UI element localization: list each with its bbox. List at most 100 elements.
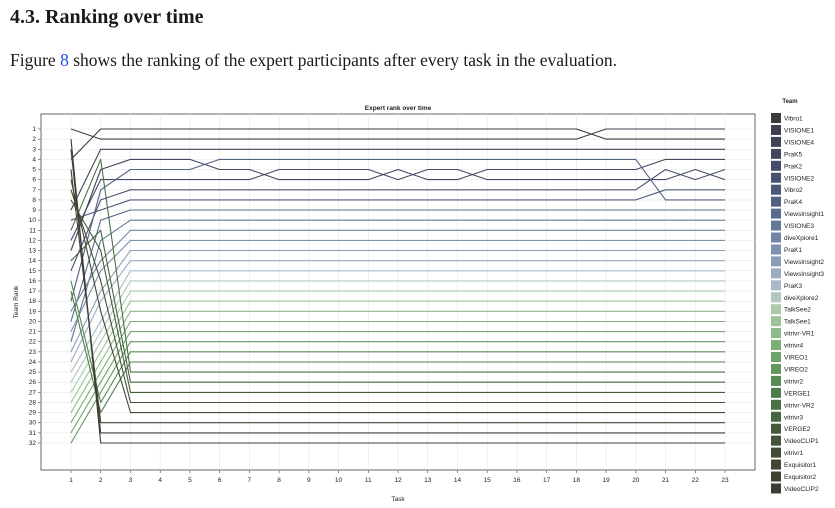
y-tick-label: 2 xyxy=(32,136,36,143)
y-tick-label: 22 xyxy=(29,339,37,346)
x-tick-label: 4 xyxy=(158,477,162,484)
legend-title: Team xyxy=(782,99,797,105)
legend-swatch xyxy=(771,304,781,315)
chart-series-group xyxy=(70,128,726,444)
series-line-vitrivr-vr1 xyxy=(70,310,725,413)
legend-swatch xyxy=(771,375,781,386)
x-tick-label: 12 xyxy=(394,477,402,484)
series-line-prak4 xyxy=(70,158,725,302)
series-line-vibro2 xyxy=(70,189,725,221)
x-tick-label: 17 xyxy=(543,477,551,484)
legend-label: Exquisitor1 xyxy=(784,462,817,469)
x-tick-label: 22 xyxy=(692,477,700,484)
legend-swatch xyxy=(771,148,781,159)
y-tick-label: 31 xyxy=(29,430,37,437)
series-line-visione4 xyxy=(70,148,725,211)
series-line-vibro1 xyxy=(70,128,725,160)
section-paragraph: Figure 8 shows the ranking of the expert… xyxy=(10,50,617,71)
legend-swatch xyxy=(771,471,781,482)
series-line-verge2 xyxy=(70,199,725,393)
x-tick-label: 6 xyxy=(218,477,222,484)
legend-swatch xyxy=(771,387,781,398)
series-line-visione3 xyxy=(70,219,725,342)
y-tick-label: 32 xyxy=(29,440,37,447)
legend-label: Exquisitor2 xyxy=(784,474,817,481)
legend-swatch xyxy=(771,399,781,410)
y-tick-label: 26 xyxy=(29,379,37,386)
x-tick-label: 18 xyxy=(573,477,581,484)
legend-swatch xyxy=(771,244,781,255)
legend-label: VERGE1 xyxy=(784,390,811,397)
y-tick-label: 5 xyxy=(32,167,36,174)
legend-label: ViewsInsight2 xyxy=(784,259,824,266)
legend-swatch xyxy=(771,340,781,351)
y-tick-label: 29 xyxy=(29,410,37,417)
x-tick-label: 11 xyxy=(365,477,372,484)
y-tick-label: 9 xyxy=(32,207,36,214)
legend-label: diveXplore2 xyxy=(784,295,819,302)
y-tick-label: 30 xyxy=(29,420,37,427)
legend-label: vitrivr1 xyxy=(784,450,804,457)
legend-swatch xyxy=(771,316,781,327)
x-tick-label: 14 xyxy=(454,477,462,484)
y-tick-label: 24 xyxy=(29,359,37,366)
series-line-prak3 xyxy=(70,270,725,373)
y-tick-label: 11 xyxy=(29,227,36,234)
x-tick-label: 21 xyxy=(662,477,670,484)
series-line-vitrivr2 xyxy=(70,280,725,404)
legend-swatch xyxy=(771,435,781,446)
legend-swatch xyxy=(771,423,781,434)
legend-label: VISIONE1 xyxy=(784,127,814,134)
legend-label: PraK5 xyxy=(784,151,802,158)
series-line-videoclip2 xyxy=(70,139,725,444)
y-tick-label: 23 xyxy=(29,349,37,356)
rank-chart-figure: 1234567891011121314151617181920212223242… xyxy=(13,99,824,503)
x-tick-label: 5 xyxy=(188,477,192,484)
legend-label: PraK3 xyxy=(784,283,802,290)
legend-swatch xyxy=(771,232,781,243)
y-tick-label: 18 xyxy=(29,298,37,305)
x-tick-label: 2 xyxy=(99,477,103,484)
legend-swatch xyxy=(771,160,781,171)
series-line-prak5 xyxy=(70,158,725,251)
figure-reference-link[interactable]: 8 xyxy=(60,50,69,70)
legend-label: VideoCLIP2 xyxy=(784,486,819,493)
series-line-exquisitor2 xyxy=(70,149,725,434)
series-line-vireo2 xyxy=(70,341,725,444)
series-line-viewsinsight2 xyxy=(70,249,725,353)
legend-label: ViewsInsight3 xyxy=(784,271,824,278)
series-line-verge1 xyxy=(70,290,725,414)
y-tick-label: 19 xyxy=(29,308,37,315)
x-tick-label: 8 xyxy=(277,477,281,484)
x-tick-label: 10 xyxy=(335,477,343,484)
legend-label: Vibro2 xyxy=(784,187,803,194)
legend-label: TalkSee2 xyxy=(784,307,811,314)
legend-label: diveXplore1 xyxy=(784,235,819,242)
y-tick-label: 13 xyxy=(29,248,37,255)
series-line-exquisitor1 xyxy=(70,169,725,424)
chart-legend: Team Vibro1 VISIONE1 VISIONE4 PraK5 PraK2 VIS… xyxy=(771,99,824,494)
legend-swatch xyxy=(771,363,781,374)
y-tick-label: 1 xyxy=(32,126,36,133)
x-tick-label: 13 xyxy=(424,477,432,484)
y-tick-label: 27 xyxy=(29,389,37,396)
series-line-vitrivr4 xyxy=(70,320,725,423)
legend-label: PraK4 xyxy=(784,199,802,206)
legend-label: vitrivr3 xyxy=(784,414,804,421)
legend-label: PraK2 xyxy=(784,163,802,170)
chart-title: Expert rank over time xyxy=(365,105,432,112)
y-tick-label: 14 xyxy=(29,258,37,265)
series-line-divexplore1 xyxy=(70,229,725,312)
x-tick-label: 1 xyxy=(69,477,73,484)
legend-swatch xyxy=(771,483,781,494)
legend-swatch xyxy=(771,268,781,279)
series-line-divexplore2 xyxy=(70,280,725,383)
x-tick-label: 19 xyxy=(602,477,610,484)
y-tick-label: 8 xyxy=(32,197,36,204)
y-tick-label: 17 xyxy=(29,288,37,295)
series-line-viewsinsight3 xyxy=(70,260,725,363)
legend-swatch xyxy=(771,208,781,219)
x-tick-label: 9 xyxy=(307,477,311,484)
y-tick-label: 15 xyxy=(29,268,37,275)
series-line-visione2 xyxy=(70,168,726,272)
